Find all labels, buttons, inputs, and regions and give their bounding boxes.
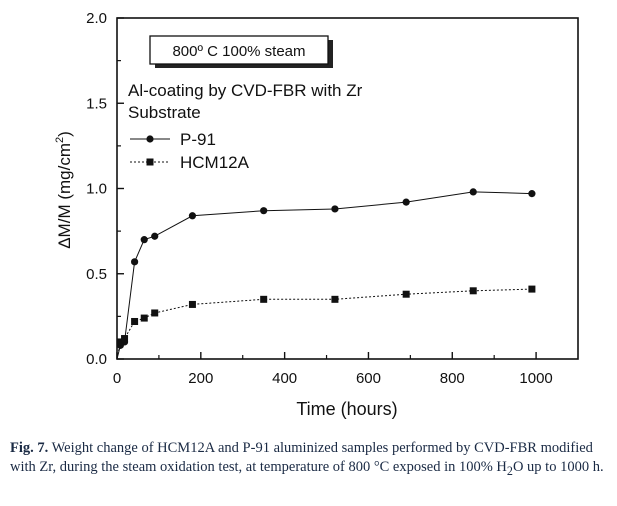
legend-label-hcm12a: HCM12A (180, 153, 250, 172)
y-tick-label: 1.0 (86, 181, 107, 198)
series-markers (116, 188, 536, 349)
chart-figure: 0 200 400 600 800 1000 0.0 0.5 1.0 1.5 2.0 ΔM/M (m… (54, 10, 579, 419)
series-lines (116, 191, 532, 360)
legend-entry-p91: P-91 (130, 130, 216, 149)
legend-title-line1: Al-coating by CVD-FBR with Zr (128, 81, 363, 100)
y-tick-label: 0.0 (86, 351, 107, 368)
x-tick-label: 800 (440, 370, 465, 387)
caption-subscript: 2 (506, 463, 513, 478)
caption-text-part2: O up to 1000 h. (512, 459, 604, 475)
annotation-box (149, 35, 329, 65)
point-p91 (140, 236, 148, 244)
x-tick-label: 200 (188, 370, 213, 387)
point-hcm12a (188, 300, 196, 308)
legend-marker-p91 (146, 135, 154, 143)
point-hcm12a (131, 317, 139, 325)
point-p91 (469, 188, 477, 196)
x-tick-label: 600 (356, 370, 381, 387)
tick-group: 0 200 400 600 800 1000 0.0 0.5 1.0 1.5 2.0 (86, 10, 553, 387)
y-axis-title: ΔM/M (mg/cm2) (54, 131, 74, 249)
y-axis-title-superscript: 2 (54, 137, 66, 143)
point-p91 (151, 232, 159, 240)
annotation-box-text: 800º C 100% steam (172, 43, 305, 60)
point-p91 (331, 205, 339, 213)
series-line-hcm12a (116, 288, 532, 360)
svg-text:ΔM/M (mg/cm2): ΔM/M (mg/cm2) (54, 131, 74, 249)
legend-marker-hcm12a (146, 158, 154, 166)
point-hcm12a (116, 338, 124, 346)
point-hcm12a (140, 314, 148, 322)
point-hcm12a (151, 309, 159, 317)
point-p91 (188, 212, 197, 220)
plot-frame (116, 17, 579, 360)
point-p91 (402, 198, 410, 206)
legend-label-p91: P-91 (180, 130, 216, 149)
caption-label: Fig. 7. (10, 440, 49, 456)
y-tick-label: 1.5 (86, 95, 107, 112)
y-tick-label: 2.0 (86, 10, 107, 27)
x-tick-label: 0 (113, 370, 121, 387)
series-line-p91 (116, 191, 532, 360)
point-p91 (131, 258, 139, 266)
y-tick-label: 0.5 (86, 266, 107, 283)
point-hcm12a (469, 287, 477, 295)
y-axis-title-close: ) (55, 131, 74, 137)
figure-caption: Fig. 7. Weight change of HCM12A and P-91… (10, 439, 610, 481)
y-axis-title-main: ΔM/M (mg/cm (55, 143, 74, 249)
point-hcm12a (260, 295, 268, 303)
caption-text-part1: Weight change of HCM12A and P-91 alumini… (10, 440, 593, 475)
legend-entry-hcm12a: HCM12A (130, 153, 250, 172)
point-hcm12a (528, 285, 536, 293)
x-axis-title: Time (hours) (296, 399, 397, 419)
point-hcm12a (121, 335, 129, 343)
point-hcm12a (331, 295, 339, 303)
point-p91 (260, 207, 268, 215)
point-p91 (528, 190, 536, 198)
legend-title-line2: Substrate (128, 103, 201, 122)
x-tick-label: 400 (272, 370, 297, 387)
point-hcm12a (402, 290, 410, 298)
x-tick-label: 1000 (519, 370, 552, 387)
